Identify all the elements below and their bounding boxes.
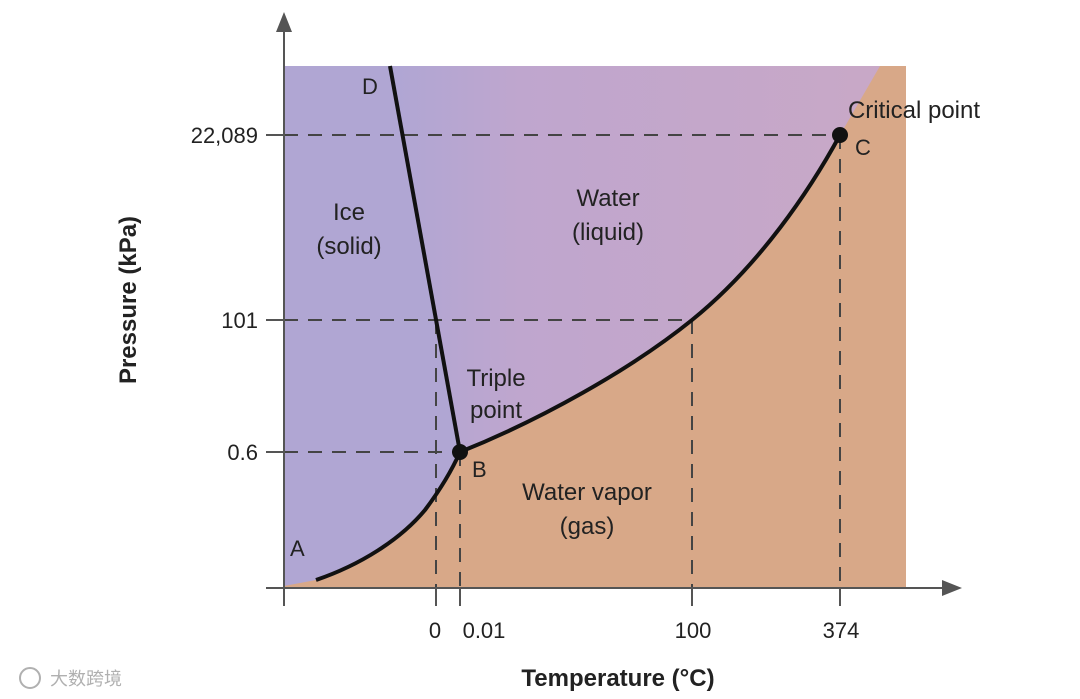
vapor-label-1: Water vapor	[522, 479, 652, 506]
watermark: 大数跨境	[19, 667, 122, 689]
vaporization-curve	[459, 134, 842, 454]
point-b-label: B	[472, 457, 487, 482]
fusion-curve	[388, 65, 462, 453]
watermark-logo-icon	[19, 667, 41, 689]
sublimation-curve	[315, 451, 462, 582]
x-tick-0-01: 0.01	[463, 618, 506, 643]
water-label-2: (liquid)	[572, 219, 644, 246]
x-tick-374: 374	[823, 618, 860, 643]
critical-point-label: Critical point	[848, 97, 980, 124]
axes	[266, 30, 945, 606]
y-tick-0-6: 0.6	[227, 440, 258, 465]
y-axis-arrow	[276, 12, 292, 32]
y-tick-22089: 22,089	[191, 123, 258, 148]
x-axis-arrow	[942, 580, 962, 596]
guide-lines	[284, 134, 841, 588]
x-tick-100: 100	[675, 618, 712, 643]
point-d-label: D	[362, 74, 378, 99]
triple-point-label-1: Triple	[466, 365, 525, 392]
y-tick-101: 101	[221, 308, 258, 333]
triple-point-marker	[452, 444, 468, 460]
critical-point-marker	[832, 127, 848, 143]
y-axis-title: Pressure (kPa)	[115, 216, 142, 384]
watermark-text: 大数跨境	[50, 669, 122, 689]
water-label-1: Water	[576, 185, 639, 212]
vapor-region	[284, 66, 906, 588]
x-tick-0: 0	[429, 618, 441, 643]
point-a-label: A	[290, 536, 305, 561]
triple-point-label-2: point	[470, 397, 522, 424]
vapor-label-2: (gas)	[560, 513, 615, 540]
ice-label-1: Ice	[333, 199, 365, 226]
x-axis-title: Temperature (°C)	[521, 665, 714, 692]
ice-label-2: (solid)	[316, 233, 381, 260]
point-c-label: C	[855, 135, 871, 160]
